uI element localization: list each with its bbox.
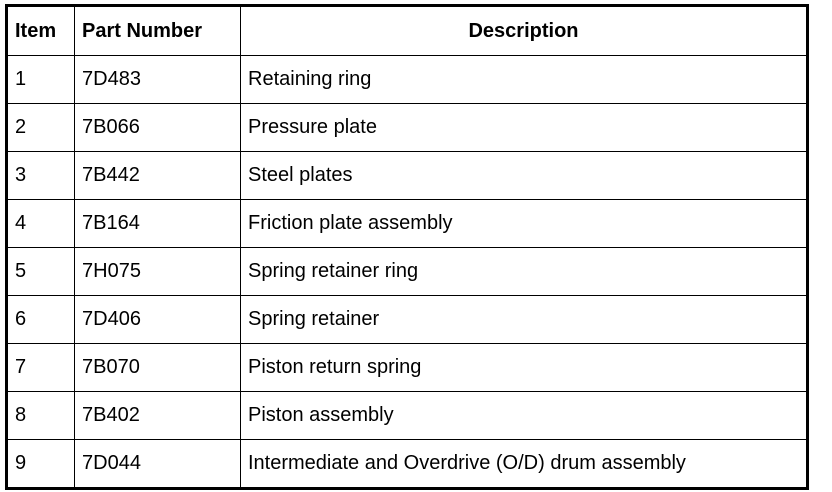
description-cell: Spring retainer ring [240,247,808,296]
item-cell: 3 [6,151,75,200]
part-number-cell: 7B066 [74,103,241,152]
part-number-cell: 7D483 [74,55,241,104]
part-number-cell: 7B402 [74,391,241,440]
description-cell: Intermediate and Overdrive (O/D) drum as… [240,439,808,489]
part-number-cell: 7D044 [74,439,241,489]
description-cell: Steel plates [240,151,808,200]
description-cell: Piston return spring [240,343,808,392]
part-number-cell: 7B442 [74,151,241,200]
table-row: 6 7D406 Spring retainer [6,295,808,344]
item-cell: 8 [6,391,75,440]
item-cell: 1 [6,55,75,104]
item-cell: 4 [6,199,75,248]
item-cell: 9 [6,439,75,489]
description-cell: Friction plate assembly [240,199,808,248]
item-cell: 2 [6,103,75,152]
description-cell: Retaining ring [240,55,808,104]
header-row: Item Part Number Description [6,5,808,56]
table-row: 1 7D483 Retaining ring [6,55,808,104]
description-cell: Piston assembly [240,391,808,440]
item-cell: 6 [6,295,75,344]
table-row: 8 7B402 Piston assembly [6,391,808,440]
description-cell: Pressure plate [240,103,808,152]
header-part-number: Part Number [74,5,241,56]
parts-table: Item Part Number Description 1 7D483 Retai… [5,4,809,490]
item-cell: 5 [6,247,75,296]
part-number-cell: 7H075 [74,247,241,296]
part-number-cell: 7B164 [74,199,241,248]
part-number-cell: 7B070 [74,343,241,392]
part-number-cell: 7D406 [74,295,241,344]
item-cell: 7 [6,343,75,392]
header-item: Item [6,5,75,56]
table-row: 4 7B164 Friction plate assembly [6,199,808,248]
table-row: 3 7B442 Steel plates [6,151,808,200]
table-row: 7 7B070 Piston return spring [6,343,808,392]
header-description: Description [240,5,808,56]
description-cell: Spring retainer [240,295,808,344]
table-row: 2 7B066 Pressure plate [6,103,808,152]
table-row: 9 7D044 Intermediate and Overdrive (O/D) d… [6,439,808,489]
table-row: 5 7H075 Spring retainer ring [6,247,808,296]
